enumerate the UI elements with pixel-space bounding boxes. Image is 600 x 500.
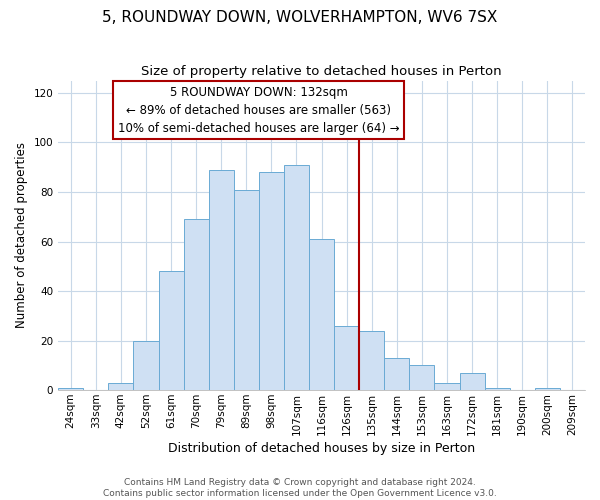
Bar bbox=[209, 170, 234, 390]
Text: 5, ROUNDWAY DOWN, WOLVERHAMPTON, WV6 7SX: 5, ROUNDWAY DOWN, WOLVERHAMPTON, WV6 7SX bbox=[103, 10, 497, 25]
Bar bbox=[359, 330, 385, 390]
Bar bbox=[434, 382, 460, 390]
Bar bbox=[334, 326, 359, 390]
X-axis label: Distribution of detached houses by size in Perton: Distribution of detached houses by size … bbox=[168, 442, 475, 455]
Bar bbox=[184, 220, 209, 390]
Bar bbox=[535, 388, 560, 390]
Bar bbox=[58, 388, 83, 390]
Bar bbox=[158, 272, 184, 390]
Bar bbox=[234, 190, 259, 390]
Y-axis label: Number of detached properties: Number of detached properties bbox=[15, 142, 28, 328]
Bar bbox=[309, 239, 334, 390]
Bar bbox=[485, 388, 510, 390]
Bar bbox=[409, 366, 434, 390]
Bar bbox=[284, 165, 309, 390]
Bar bbox=[133, 340, 158, 390]
Bar bbox=[259, 172, 284, 390]
Bar bbox=[460, 373, 485, 390]
Text: Contains HM Land Registry data © Crown copyright and database right 2024.
Contai: Contains HM Land Registry data © Crown c… bbox=[103, 478, 497, 498]
Bar bbox=[385, 358, 409, 390]
Text: 5 ROUNDWAY DOWN: 132sqm
← 89% of detached houses are smaller (563)
10% of semi-d: 5 ROUNDWAY DOWN: 132sqm ← 89% of detache… bbox=[118, 86, 400, 134]
Title: Size of property relative to detached houses in Perton: Size of property relative to detached ho… bbox=[141, 65, 502, 78]
Bar bbox=[109, 382, 133, 390]
